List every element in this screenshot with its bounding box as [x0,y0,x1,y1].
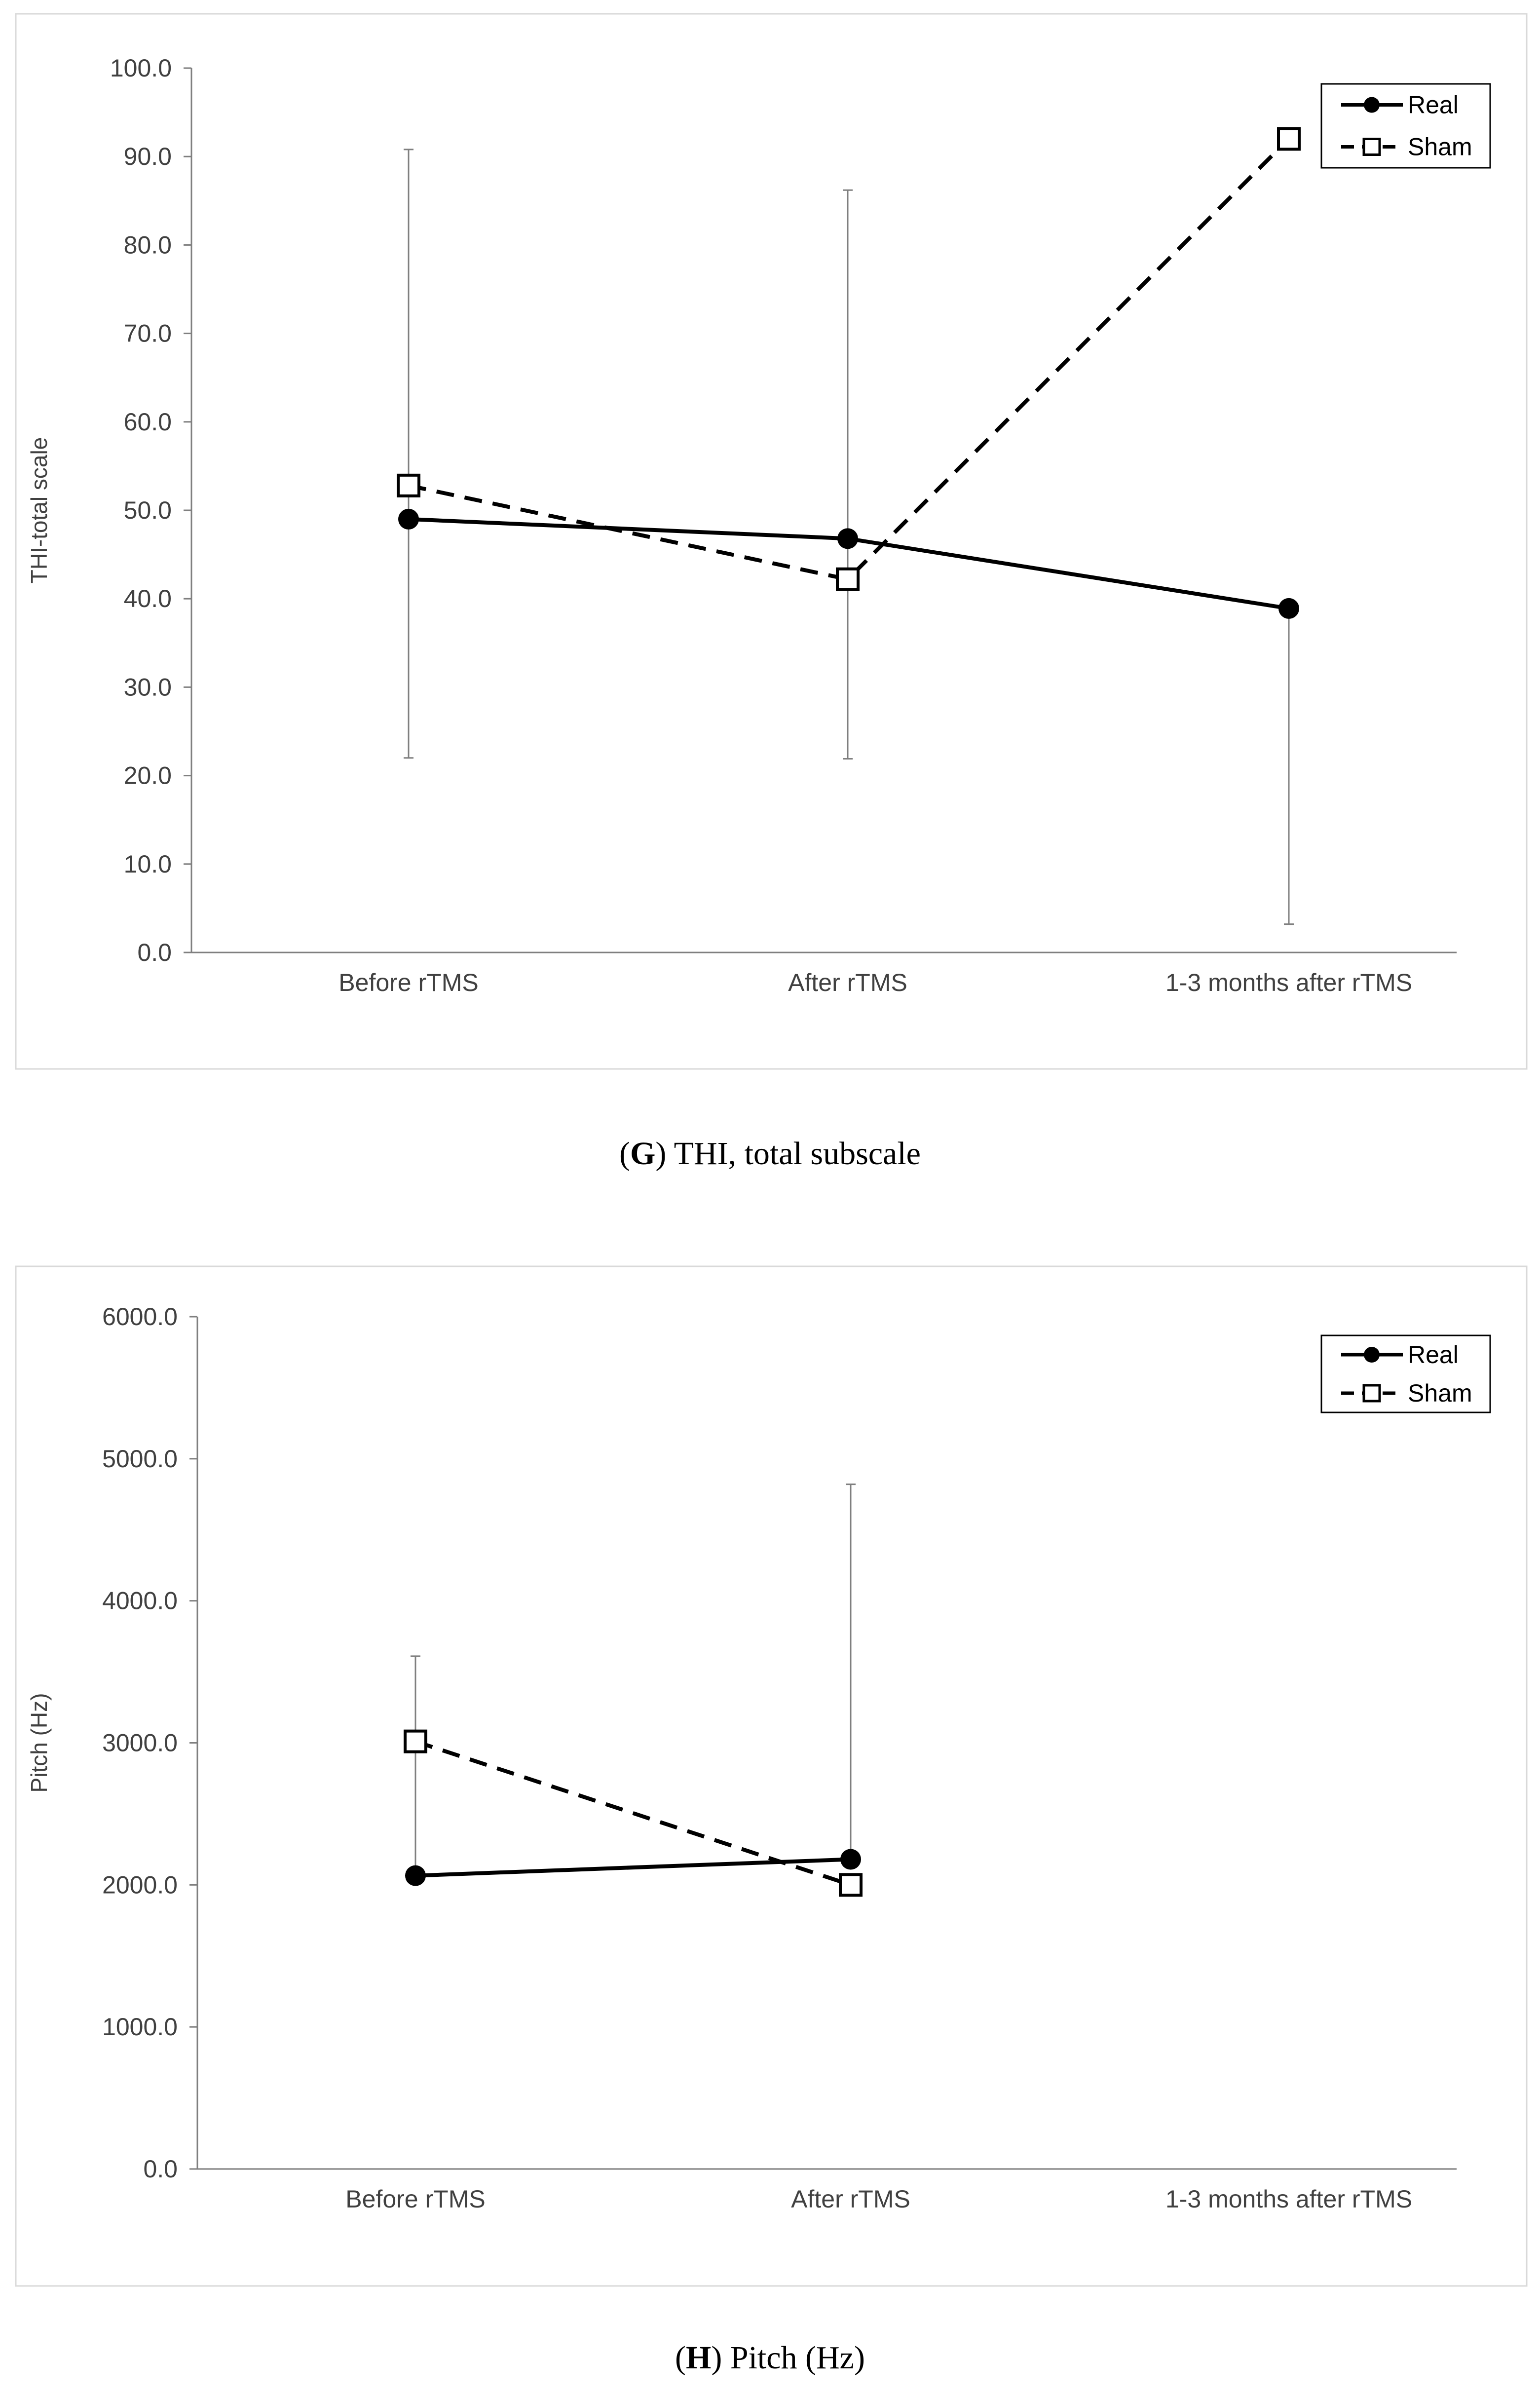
data-point-sham [404,1729,427,1753]
y-tick-label: 1000.0 [102,2013,178,2041]
caption-g-text: THI, total subscale [674,1136,921,1172]
y-tick-label: 90.0 [124,143,172,170]
y-tick-label: 4000.0 [102,1587,178,1615]
legend-label-sham: Sham [1408,133,1472,161]
data-point-real [405,1865,426,1886]
y-tick-label: 100.0 [110,54,172,82]
chart-h-frame [15,1265,1528,2287]
chart-h-svg: 0.0 1000.0 2000.0 3000.0 4000.0 5000.0 6000.0 P… [15,1265,1528,2287]
x-tick-label: Before rTMS [338,969,478,996]
x-tick-label: After rTMS [788,969,907,996]
y-tick-label: 3000.0 [102,1729,178,1757]
x-tick-label: Before rTMS [345,2185,485,2213]
y-tick-label: 80.0 [124,231,172,259]
legend-marker-sham [1362,138,1381,156]
y-axis-title: Pitch (Hz) [26,1693,52,1793]
data-point-real [840,1849,861,1870]
x-tick-label: 1-3 months after rTMS [1165,2185,1412,2213]
y-tick-label: 5000.0 [102,1445,178,1473]
y-tick-label: 50.0 [124,496,172,524]
y-tick-label: 2000.0 [102,1871,178,1899]
caption-h-letter: H [686,2340,712,2376]
chart-g-frame [15,13,1528,1070]
legend-marker-real [1364,97,1380,113]
caption-h-text: Pitch (Hz) [730,2340,865,2376]
data-point-real [1278,598,1299,619]
data-point-sham [1277,127,1301,151]
data-point-real [837,528,858,549]
y-tick-label: 60.0 [124,408,172,436]
y-axis-title: THI-total scale [26,437,52,584]
legend-label-sham: Sham [1408,1379,1472,1407]
y-tick-label: 40.0 [124,585,172,612]
x-tick-label: After rTMS [791,2185,910,2213]
y-tick-label: 10.0 [124,850,172,878]
legend-label-real: Real [1408,91,1459,119]
caption-h: (H) Pitch (Hz) [675,2340,865,2376]
data-point-sham [839,1873,863,1897]
caption-g: (G) THI, total subscale [619,1136,921,1172]
y-tick-label: 0.0 [137,939,172,966]
legend-box [1320,1334,1491,1413]
legend-box [1320,83,1491,169]
y-tick-label: 20.0 [124,762,172,790]
series-line-sham [408,137,1290,582]
data-point-sham [397,473,420,497]
y-tick-label: 70.0 [124,320,172,347]
series-line-sham [414,1739,852,1887]
legend-label-real: Real [1408,1341,1459,1369]
legend-marker-real [1364,1347,1380,1363]
caption-g-letter: G [630,1136,656,1172]
y-tick-label: 6000.0 [102,1303,178,1331]
data-point-real [398,508,419,530]
x-tick-label: 1-3 months after rTMS [1165,969,1412,996]
y-tick-label: 0.0 [143,2155,178,2183]
chart-g-svg: 0.0 10.0 20.0 30.0 40.0 50.0 60.0 70.0 80.0 90.0 1… [15,13,1528,1070]
legend-marker-sham [1362,1384,1381,1403]
data-point-sham [836,567,860,591]
y-tick-label: 30.0 [124,673,172,701]
